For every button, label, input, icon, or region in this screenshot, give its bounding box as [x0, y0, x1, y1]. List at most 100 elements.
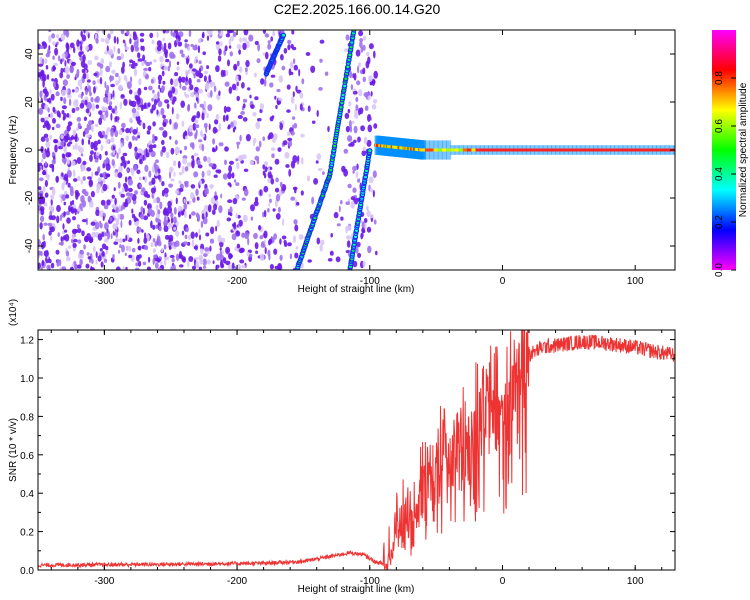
line-x-ticks: -300 -200 -100 0 100 — [50, 330, 663, 587]
noise-blob — [256, 58, 261, 64]
noise-blob — [117, 48, 121, 54]
noise-blob — [63, 201, 67, 206]
noise-blob — [129, 117, 133, 123]
zero-line-core — [656, 148, 662, 152]
noise-blob — [245, 134, 251, 142]
noise-blob — [270, 178, 275, 185]
noise-blob — [231, 83, 237, 91]
noise-blob — [191, 155, 195, 160]
noise-blob — [282, 218, 285, 227]
noise-blob — [375, 250, 378, 256]
noise-blob — [85, 134, 91, 138]
noise-blob — [170, 53, 176, 59]
noise-blob — [118, 147, 121, 155]
noise-blob — [170, 266, 173, 270]
noise-blob — [90, 221, 96, 226]
zero-line-core — [441, 148, 447, 152]
noise-blob — [104, 81, 107, 89]
noise-blob — [120, 193, 125, 198]
zero-line-core — [437, 148, 443, 152]
noise-blob — [173, 171, 176, 177]
noise-blob — [287, 39, 292, 45]
noise-blob — [95, 37, 99, 44]
noise-blob — [78, 147, 84, 154]
noise-blob — [206, 113, 209, 119]
noise-blob — [136, 226, 142, 233]
noise-blob — [366, 210, 371, 218]
noise-blob — [345, 125, 350, 133]
noise-blob — [212, 138, 216, 145]
noise-blob — [168, 60, 172, 68]
noise-blob — [50, 93, 55, 101]
track-core — [346, 65, 350, 69]
noise-blob — [271, 115, 275, 119]
noise-blob — [181, 120, 185, 128]
noise-blob — [281, 65, 286, 71]
noise-blob — [38, 262, 41, 270]
noise-blob — [139, 183, 142, 188]
noise-blob — [253, 200, 259, 207]
noise-blob — [300, 190, 304, 196]
noise-blob — [127, 160, 130, 164]
noise-blob — [45, 137, 49, 143]
noise-blob — [85, 217, 88, 226]
noise-blob — [351, 120, 355, 125]
noise-blob — [153, 93, 158, 102]
noise-blob — [60, 134, 64, 140]
noise-blob — [46, 264, 51, 270]
noise-blob — [195, 124, 200, 129]
noise-blob — [87, 176, 93, 180]
noise-blob — [45, 255, 51, 264]
noise-blob — [209, 184, 215, 188]
noise-blob — [73, 46, 76, 53]
noise-blob — [293, 122, 298, 129]
noise-blob — [85, 108, 90, 114]
noise-blob — [148, 67, 152, 72]
noise-blob — [95, 251, 98, 258]
noise-blob — [88, 85, 91, 93]
noise-blob — [141, 60, 145, 66]
noise-blob — [57, 141, 61, 148]
noise-blob — [330, 233, 334, 238]
noise-blob — [51, 215, 56, 221]
noise-blob — [103, 258, 108, 263]
noise-blob — [162, 130, 168, 138]
noise-blob — [163, 225, 169, 233]
noise-blob — [52, 65, 56, 72]
noise-blob — [87, 195, 92, 203]
noise-blob — [373, 219, 377, 225]
noise-blob — [344, 48, 349, 52]
noise-blob — [101, 250, 105, 257]
noise-blob — [362, 35, 367, 41]
noise-blob — [39, 45, 44, 50]
noise-blob — [50, 262, 55, 269]
noise-blob — [52, 81, 57, 88]
noise-blob — [231, 262, 235, 269]
noise-blob — [238, 219, 243, 227]
noise-blob — [189, 63, 193, 69]
noise-blob — [373, 70, 379, 79]
noise-blob — [268, 166, 270, 173]
noise-blob — [55, 91, 60, 97]
noise-blob — [61, 89, 67, 97]
noise-blob — [143, 67, 148, 72]
noise-blob — [122, 152, 128, 157]
noise-blob — [125, 266, 128, 270]
zero-line-core — [593, 148, 599, 152]
noise-blob — [69, 66, 74, 74]
noise-blob — [294, 103, 297, 111]
noise-blob — [38, 68, 42, 72]
noise-blob — [129, 63, 132, 67]
noise-blob — [285, 164, 290, 168]
noise-blob — [105, 173, 110, 178]
noise-blob — [269, 82, 274, 88]
noise-blob — [297, 155, 300, 162]
noise-blob — [116, 152, 119, 159]
noise-blob — [67, 245, 72, 249]
noise-blob — [199, 234, 201, 241]
noise-blob — [208, 123, 211, 131]
noise-blob — [300, 133, 305, 138]
noise-blob — [236, 81, 239, 87]
noise-blob — [152, 224, 156, 230]
noise-blob — [275, 193, 281, 202]
